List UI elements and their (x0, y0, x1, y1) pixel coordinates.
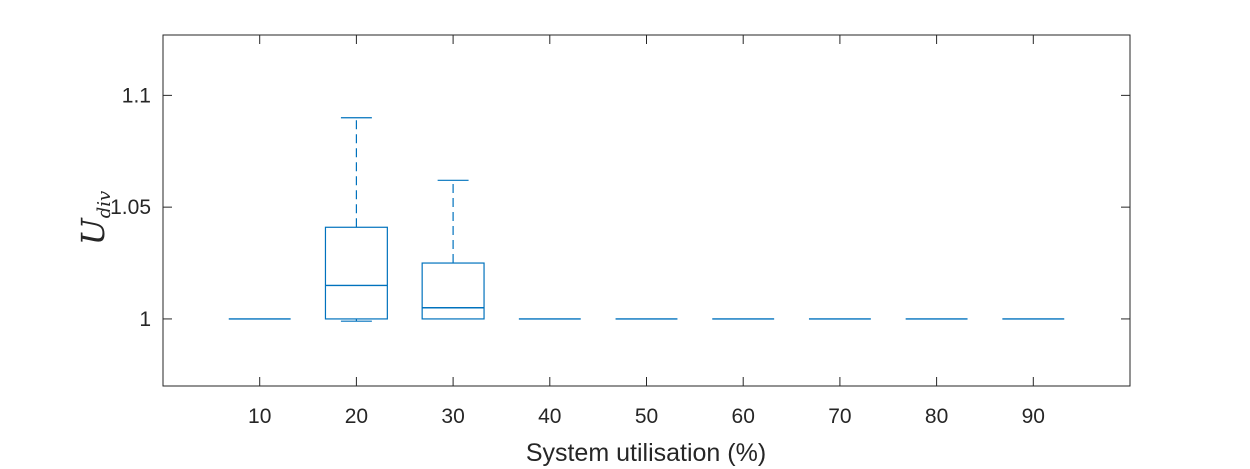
svg-text:Udiv: Udiv (74, 191, 115, 245)
y-tick-label: 1.1 (122, 84, 151, 107)
x-tick-label: 10 (248, 405, 271, 428)
box-series (228, 117, 1065, 322)
y-tick-label: 1.05 (110, 196, 151, 219)
x-tick-label: 90 (1022, 405, 1045, 428)
interquartile-box (324, 226, 388, 320)
y-tick-label: 1 (139, 308, 151, 331)
x-tick-label: 20 (345, 405, 368, 428)
x-tick-label: 60 (732, 405, 755, 428)
x-axis: 10 20 30 40 50 60 70 80 90 (248, 35, 1045, 428)
interquartile-box (421, 262, 485, 320)
x-axis-label: System utilisation (%) (526, 439, 766, 467)
y-axis: 1 1.05 1.1 (110, 84, 1130, 331)
x-tick-label: 30 (441, 405, 464, 428)
y-axis-label-subscript: div (94, 191, 115, 218)
x-tick-label: 70 (828, 405, 851, 428)
x-tick-label: 80 (925, 405, 948, 428)
x-tick-label: 50 (635, 405, 658, 428)
box-20 (324, 117, 388, 322)
box-30 (421, 179, 485, 320)
y-axis-label-main: U (74, 217, 112, 245)
plot-area (162, 34, 1131, 387)
y-axis-label: Udiv (74, 191, 115, 245)
x-tick-label: 40 (538, 405, 561, 428)
